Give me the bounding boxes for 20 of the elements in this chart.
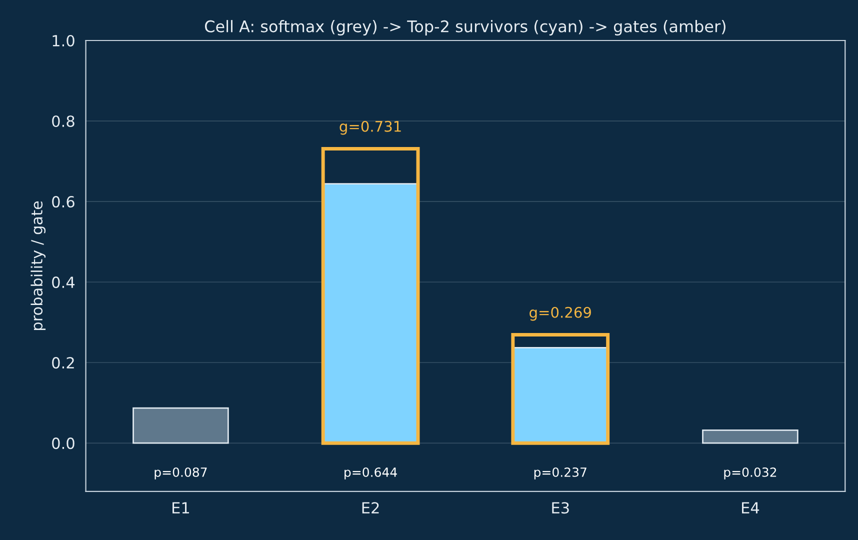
y-axis-title: probability / gate: [30, 201, 46, 330]
bar: [132, 407, 229, 444]
x-tick-label: E2: [362, 502, 379, 514]
y-tick-label: 0.4: [52, 276, 75, 288]
data-label: p=0.032: [724, 467, 776, 480]
y-tick-label: 0.8: [52, 115, 74, 128]
data-label: p=0.087: [154, 467, 207, 480]
x-tick-label: E4: [742, 502, 760, 514]
bar: [702, 430, 798, 444]
data-label: g=0.731: [340, 120, 401, 135]
data-label: g=0.269: [530, 306, 591, 321]
y-tick-label: 0.2: [52, 357, 74, 369]
x-tick-label: E3: [552, 502, 569, 514]
y-tick-label: 0.6: [52, 196, 74, 208]
data-label: p=0.237: [534, 467, 586, 480]
y-tick-label: 1.0: [52, 34, 74, 47]
chart-title: Cell A: softmax (grey) -> Top-2 survivors (cyan) -> gates (amber): [205, 20, 726, 36]
y-tick-label: 0.0: [52, 438, 74, 450]
data-label: p=0.644: [344, 467, 397, 480]
x-tick-label: E1: [172, 502, 189, 514]
